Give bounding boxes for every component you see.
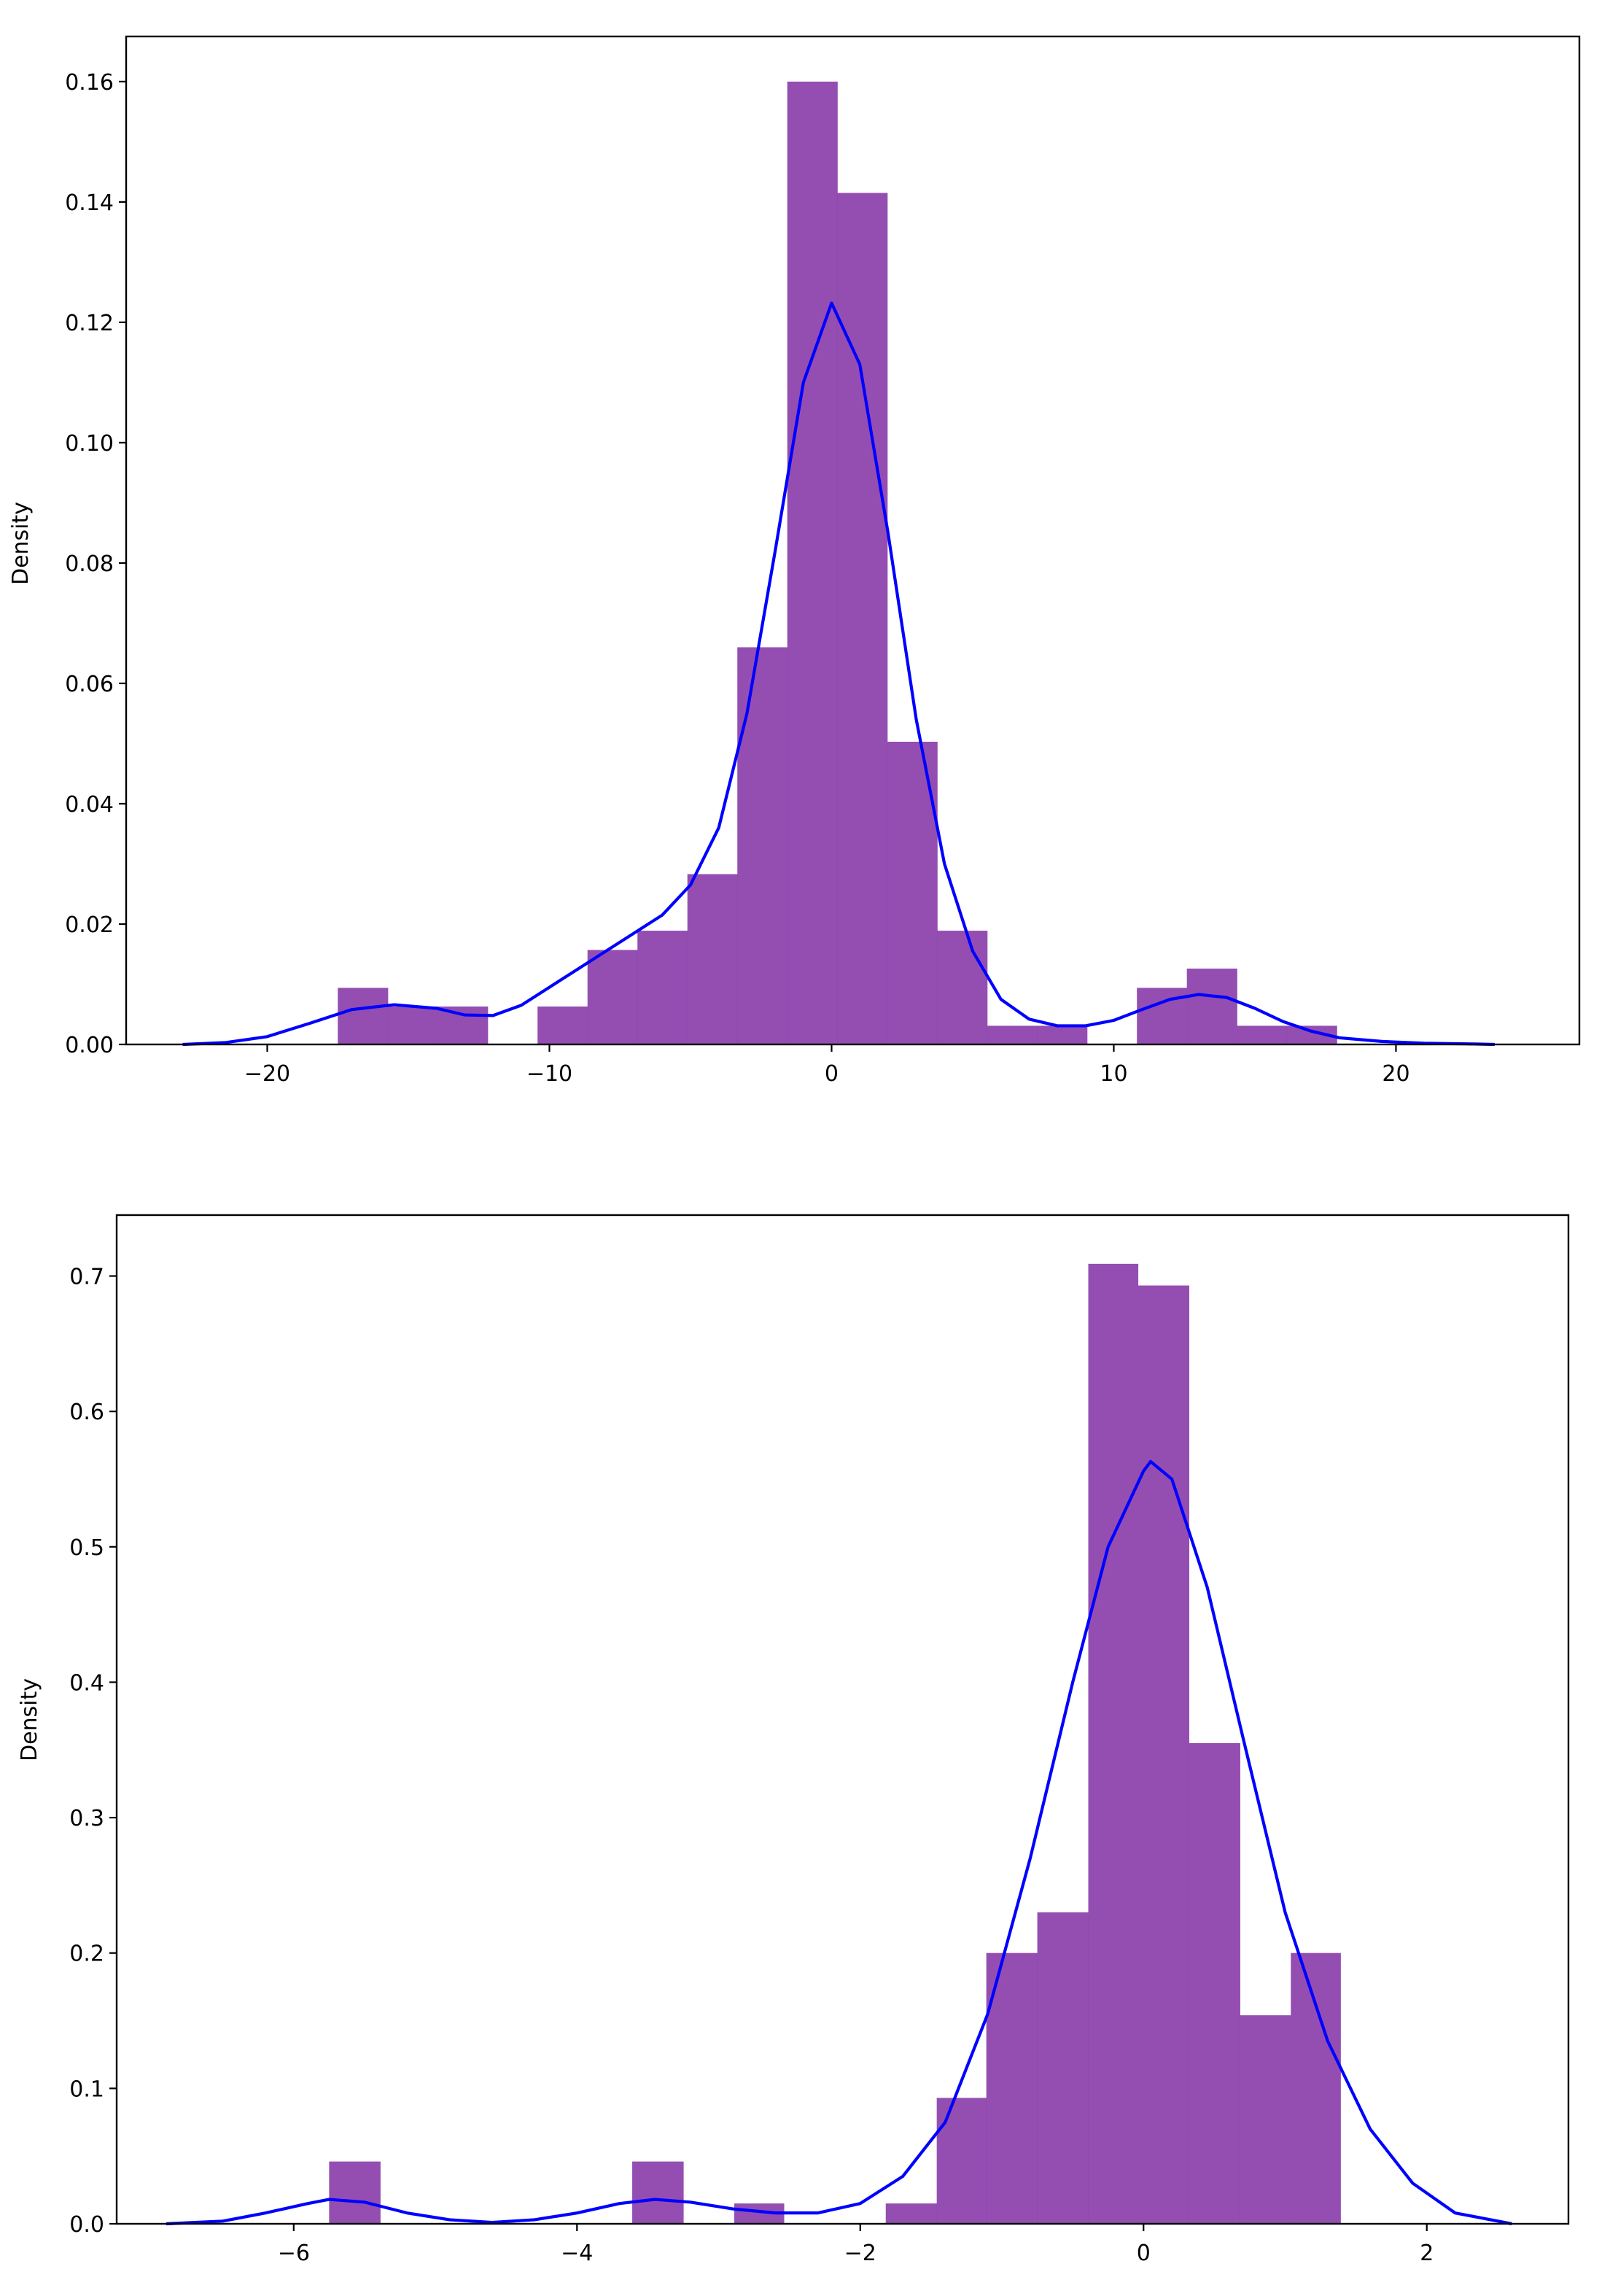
- x-tick-label: −6: [278, 2241, 310, 2266]
- y-tick-label: 0.5: [69, 1535, 104, 1561]
- histogram-bar: [837, 193, 888, 1044]
- x-tick-label: 0: [825, 1061, 839, 1087]
- histogram-bar: [1037, 1025, 1088, 1044]
- plot-frame: [115, 1214, 1570, 2225]
- bottom-density-chart: −6 −4 −2 0 2 0.0 0.1 0.2 0.3 0.4 0.5 0.6 0.7 Density: [17, 1214, 1570, 2266]
- kde-line: [166, 1459, 1512, 2226]
- y-axis-label: Density: [8, 502, 34, 585]
- histogram-bar: [632, 2161, 684, 2224]
- histogram-bar: [537, 1007, 588, 1044]
- histogram-bar: [329, 2161, 381, 2224]
- x-tick-label: −2: [844, 2241, 876, 2266]
- histogram-bar: [438, 1007, 489, 1044]
- y-tick-label: 0.4: [69, 1670, 104, 1696]
- y-tick-label: 0.7: [69, 1265, 104, 1290]
- y-tick-label: 0.14: [65, 190, 114, 216]
- y-tick-label: 0.00: [65, 1033, 114, 1058]
- x-tick-label: −20: [244, 1061, 290, 1087]
- histogram-bar: [937, 931, 988, 1044]
- x-tick-label: 2: [1420, 2241, 1434, 2266]
- plot-frame: [125, 35, 1581, 1046]
- y-tick-label: 0.3: [69, 1806, 104, 1831]
- histogram-bar: [986, 1952, 1038, 2224]
- y-tick-label: 0.06: [65, 672, 114, 697]
- histogram-bar: [737, 647, 788, 1044]
- histogram-bar: [1240, 2015, 1291, 2224]
- histogram-bar: [637, 931, 688, 1044]
- y-tick-label: 0.1: [69, 2076, 104, 2102]
- y-tick-label: 0.0: [69, 2212, 104, 2238]
- x-tick-label: 0: [1137, 2241, 1151, 2266]
- histogram-bar: [387, 1007, 438, 1044]
- histogram-bar: [936, 2098, 987, 2224]
- y-tick-label: 0.04: [65, 792, 114, 818]
- histogram-bar: [787, 81, 838, 1044]
- x-tick-label: −4: [561, 2241, 593, 2266]
- histogram-bar: [1088, 1263, 1139, 2224]
- x-tick-label: 20: [1382, 1061, 1409, 1087]
- y-tick-label: 0.02: [65, 912, 114, 938]
- histogram-bar: [687, 874, 738, 1044]
- y-axis-label: Density: [17, 1678, 42, 1761]
- y-tick-label: 0.12: [65, 311, 114, 336]
- y-tick-label: 0.08: [65, 551, 114, 577]
- histogram-bar: [587, 950, 638, 1044]
- histogram-bar: [885, 2203, 938, 2224]
- histogram-bar: [1186, 969, 1237, 1044]
- y-tick-label: 0.16: [65, 70, 114, 96]
- histogram-bar: [987, 1025, 1038, 1044]
- kde-line: [182, 301, 1495, 1047]
- histogram-bar: [1189, 1742, 1240, 2224]
- top-density-chart: −20 −10 0 10 20 0.00 0.02 0.04 0.06 0.08 0.10 0.12 0…: [8, 35, 1581, 1087]
- histogram-bar: [338, 988, 389, 1044]
- histogram-bar: [1037, 1912, 1089, 2224]
- histogram-bar: [1138, 1285, 1190, 2224]
- y-tick-label: 0.2: [69, 1942, 104, 1967]
- histogram-bar: [1237, 1025, 1288, 1044]
- x-tick-label: 10: [1100, 1061, 1127, 1087]
- histogram-bar: [1291, 1952, 1341, 2224]
- y-tick-label: 0.6: [69, 1400, 104, 1425]
- x-tick-label: −10: [526, 1061, 572, 1087]
- y-tick-label: 0.10: [65, 431, 114, 457]
